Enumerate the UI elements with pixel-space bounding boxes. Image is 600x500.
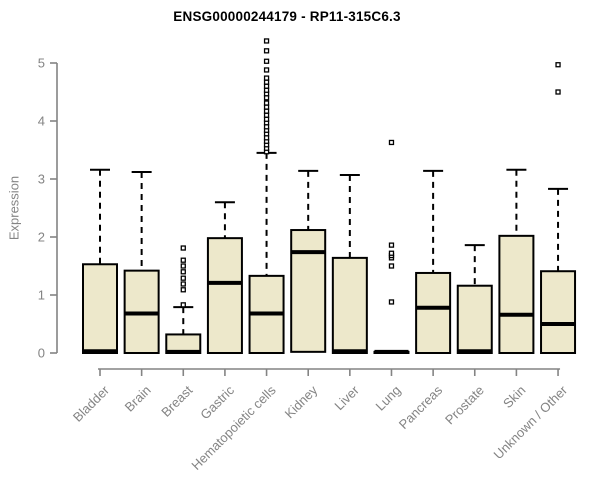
outlier-point <box>555 89 561 95</box>
x-category-label: Bladder <box>70 382 113 425</box>
y-tick-label: 1 <box>38 288 45 303</box>
x-category-label: Kidney <box>282 382 321 421</box>
outlier-point <box>180 287 186 293</box>
outlier-point <box>263 112 270 118</box>
box-iqr <box>331 256 368 355</box>
outlier-point <box>180 257 186 263</box>
y-tick-label: 0 <box>38 346 45 361</box>
box-iqr <box>456 284 493 354</box>
outlier-point <box>263 124 270 130</box>
outlier-point <box>263 100 270 106</box>
x-category-label: Gastric <box>197 382 237 422</box>
outlier-point <box>263 38 270 44</box>
x-category-label: Prostate <box>442 383 487 428</box>
chart-title: ENSG00000244179 - RP11-315C6.3 <box>173 9 401 24</box>
outlier-point <box>180 245 186 251</box>
outlier-point <box>388 139 395 146</box>
outlier-point <box>388 263 395 269</box>
x-category-label: Skin <box>500 383 528 411</box>
outlier-point <box>263 87 270 93</box>
y-tick-label: 2 <box>38 230 45 245</box>
outlier-point <box>180 263 186 269</box>
y-tick-label: 3 <box>38 172 45 187</box>
box-iqr <box>290 229 327 353</box>
y-tick-label: 5 <box>38 56 45 71</box>
outlier-point <box>388 242 395 248</box>
x-category-label: Unknown / Other <box>491 382 571 462</box>
x-category-label: Breast <box>158 382 195 419</box>
outlier-point <box>180 281 186 287</box>
box-iqr <box>498 234 535 354</box>
box-iqr <box>82 263 118 355</box>
outlier-point <box>180 275 186 281</box>
x-category-label: Lung <box>373 383 404 414</box>
y-tick-label: 4 <box>38 114 45 129</box>
outlier-point <box>263 83 270 89</box>
outlier-point <box>180 269 186 275</box>
box-iqr <box>206 237 243 354</box>
outlier-point <box>263 108 270 114</box>
outlier-point <box>263 58 270 64</box>
x-category-label: Pancreas <box>396 382 446 432</box>
outlier-point <box>180 302 186 308</box>
outlier-point <box>388 250 395 256</box>
outlier-point <box>263 116 270 122</box>
outlier-point <box>388 299 395 305</box>
outlier-point <box>263 95 270 101</box>
outlier-point <box>555 62 561 68</box>
outlier-point <box>263 67 270 73</box>
box-iqr <box>415 271 452 354</box>
x-category-label: Liver <box>331 382 362 413</box>
x-category-label: Brain <box>122 383 154 415</box>
outlier-point <box>263 79 270 85</box>
outlier-point <box>263 75 270 81</box>
outlier-point <box>263 135 270 141</box>
outlier-point <box>263 104 270 110</box>
outlier-point <box>263 48 270 54</box>
box-iqr <box>540 270 577 354</box>
